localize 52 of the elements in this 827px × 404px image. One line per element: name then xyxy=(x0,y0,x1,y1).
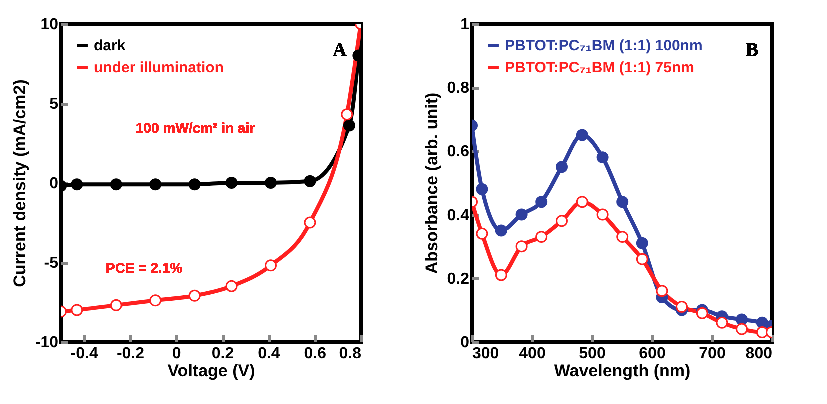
point xyxy=(188,178,201,191)
x-tick-label: 700 xyxy=(699,346,726,362)
point xyxy=(71,304,84,316)
y-tick-label: 0.2 xyxy=(447,270,470,288)
point xyxy=(304,175,316,188)
y-tick-label: 0 xyxy=(50,176,59,192)
y-tick-label: 0.8 xyxy=(447,80,470,98)
point xyxy=(188,290,201,302)
annotation: PCE = 2.1% xyxy=(106,260,184,276)
point xyxy=(304,216,316,229)
point xyxy=(341,108,354,121)
point xyxy=(110,299,122,312)
point xyxy=(71,178,84,191)
x-tick-label: 800 xyxy=(746,346,773,362)
y-tick-label: 5 xyxy=(50,96,59,113)
x-tick-label: 0 xyxy=(172,346,182,362)
annotation: B xyxy=(746,40,759,61)
x-tick-label: -0.2 xyxy=(116,346,145,362)
y-tick-label: 1 xyxy=(460,16,470,34)
point xyxy=(110,178,122,191)
y-tick-label: 10 xyxy=(40,16,59,34)
x-tick-label: 0.4 xyxy=(258,346,280,362)
x-tick-label: 400 xyxy=(519,346,546,362)
legend-label: under illumination xyxy=(94,60,224,76)
point xyxy=(226,177,238,189)
x-axis-title: Voltage (V) xyxy=(168,362,256,380)
y-tick-label: 0.4 xyxy=(447,207,470,224)
y-tick-label: 0.6 xyxy=(447,144,470,161)
x-tick-label: 600 xyxy=(639,346,666,362)
x-tick-label: 0.8 xyxy=(339,346,362,362)
y-tick-label: 0 xyxy=(460,334,470,352)
legend-label: dark xyxy=(94,38,126,54)
point xyxy=(343,120,356,132)
y-axis-title: Current density (mA/cm2) xyxy=(10,80,30,288)
point xyxy=(150,178,162,191)
y-tick-label: -5 xyxy=(44,255,59,272)
x-tick-label: 0.6 xyxy=(304,346,327,362)
y-tick-label: -10 xyxy=(35,334,59,352)
legend-label: PBTOT:PC₇₁BM (1:1) 100nm xyxy=(505,38,703,54)
x-axis-title: Wavelength (nm) xyxy=(554,362,691,380)
annotation: A xyxy=(333,40,347,61)
point xyxy=(226,280,238,292)
point xyxy=(265,177,277,189)
x-tick-label: 300 xyxy=(472,346,500,362)
x-tick-label: -0.4 xyxy=(70,346,98,362)
y-axis-title: Absorbance (arb. unit) xyxy=(422,92,442,274)
x-tick-label: 500 xyxy=(579,346,606,362)
annotation: 100 mW/cm² in air xyxy=(136,120,256,136)
x-tick-label: 0.2 xyxy=(212,346,234,362)
point xyxy=(150,294,162,307)
legend-label: PBTOT:PC₇₁BM (1:1) 75nm xyxy=(505,60,694,76)
point xyxy=(265,260,277,272)
